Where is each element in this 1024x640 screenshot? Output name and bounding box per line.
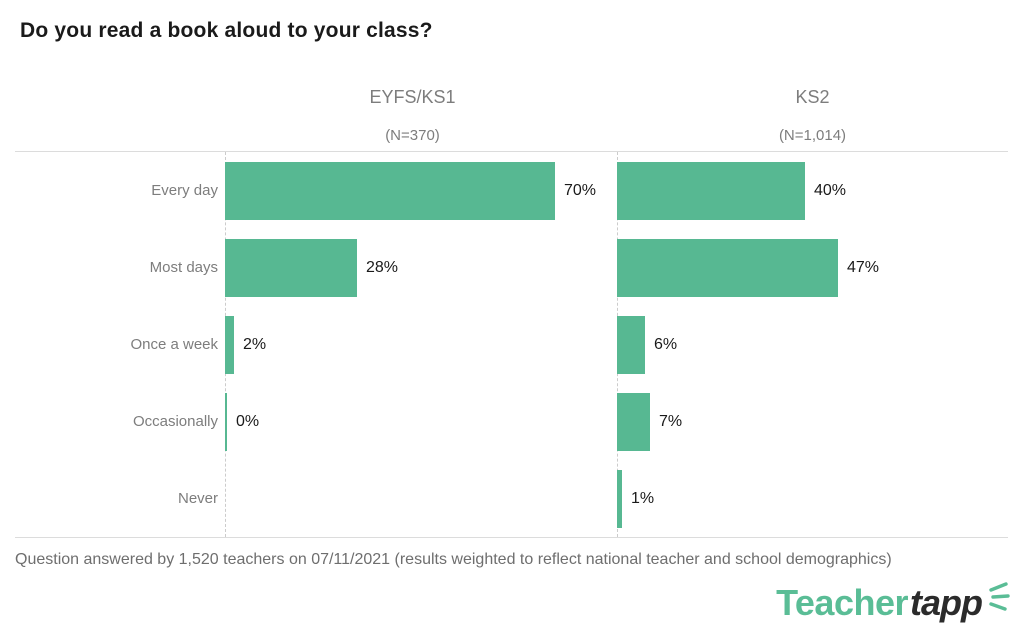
panel-n-eyfs-ks1: (N=370) (385, 127, 440, 144)
value-label-eyfs-ks1-once-a-week: 2% (243, 336, 267, 353)
top-rule (15, 151, 1008, 152)
value-label-ks2-most-days: 47% (847, 259, 880, 276)
bar-ks2-every-day (617, 161, 805, 220)
bar-ks2-never (617, 469, 622, 528)
category-label-never: Never (177, 490, 218, 507)
footnote: Question answered by 1,520 teachers on 0… (15, 551, 892, 568)
value-label-ks2-occasionally: 7% (659, 413, 683, 430)
panel-header-eyfs-ks1: EYFS/KS1 (369, 87, 456, 107)
bar-eyfs-ks1-every-day (225, 161, 555, 220)
value-label-eyfs-ks1-every-day: 70% (564, 182, 597, 199)
bar-eyfs-ks1-most-days (225, 238, 357, 297)
logo-text-teacher: Teacher (776, 582, 908, 623)
plot-area: Every day 70% 40% Most days 28% 47% Once a wee… (0, 152, 1024, 537)
teachertapp-logo: Teacher tapp (776, 578, 1010, 628)
bar-ks2-most-days (617, 238, 838, 297)
bar-eyfs-ks1-occasionally (225, 392, 227, 451)
bottom-rule (15, 537, 1008, 538)
bar-ks2-once-a-week (617, 315, 645, 374)
bar-eyfs-ks1-once-a-week (225, 315, 234, 374)
value-label-eyfs-ks1-most-days: 28% (366, 259, 399, 276)
value-label-ks2-never: 1% (631, 490, 655, 507)
panel-header-ks2: KS2 (795, 87, 830, 107)
logo-text-tapp: tapp (910, 582, 983, 623)
category-label-every-day: Every day (151, 182, 218, 199)
category-label-occasionally: Occasionally (132, 413, 218, 430)
value-label-eyfs-ks1-occasionally: 0% (236, 413, 260, 430)
value-label-ks2-once-a-week: 6% (654, 336, 678, 353)
category-label-once-a-week: Once a week (130, 336, 218, 353)
value-label-ks2-every-day: 40% (814, 182, 847, 199)
sparkle-rays-icon (986, 580, 1010, 617)
chart-title: Do you read a book aloud to your class? (20, 19, 433, 42)
panel-n-ks2: (N=1,014) (778, 127, 847, 144)
category-label-most-days: Most days (149, 259, 218, 276)
bar-ks2-occasionally (617, 392, 650, 451)
